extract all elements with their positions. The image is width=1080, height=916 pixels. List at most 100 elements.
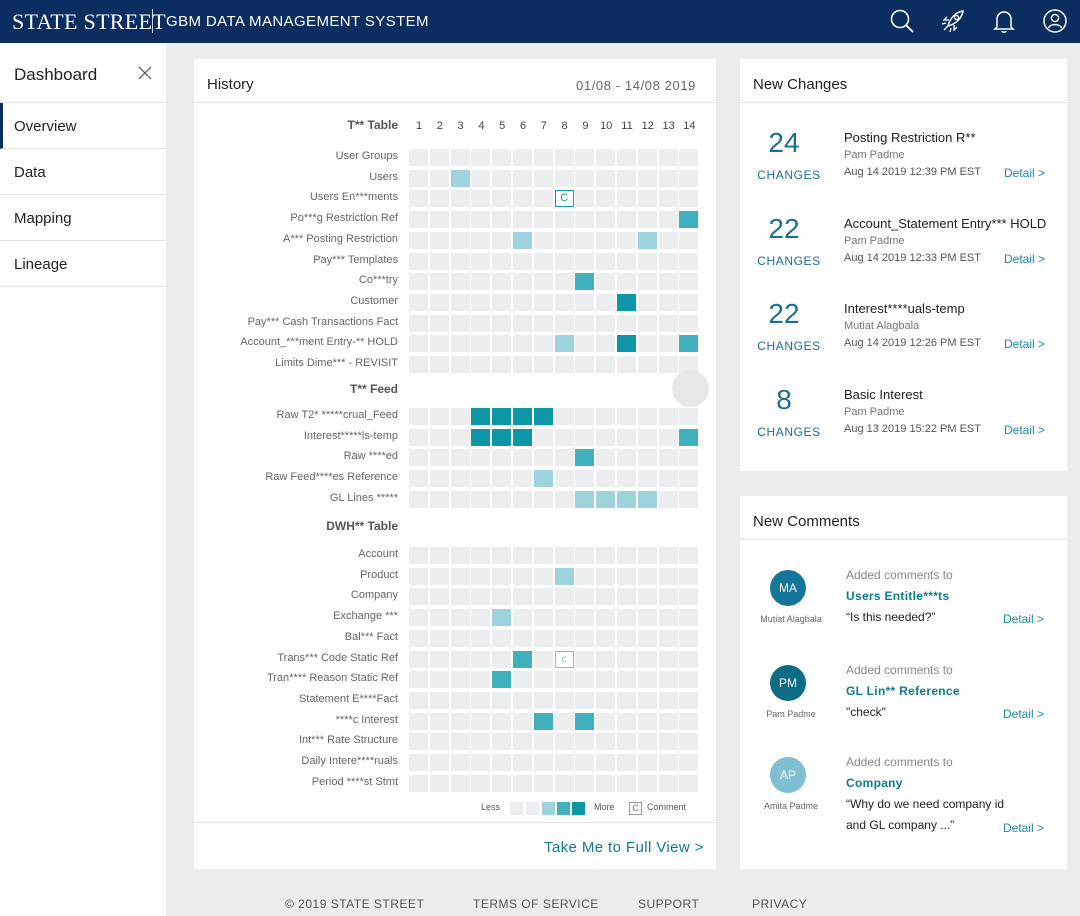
- heatmap-cell[interactable]: [471, 650, 491, 668]
- heatmap-cell[interactable]: [409, 712, 428, 730]
- heatmap-cell[interactable]: [513, 252, 532, 270]
- heatmap-cell[interactable]: [617, 470, 636, 488]
- heatmap-cell[interactable]: [679, 314, 699, 332]
- scroll-handle[interactable]: [672, 370, 709, 407]
- heatmap-cell[interactable]: [679, 609, 699, 627]
- heatmap-cell[interactable]: [450, 273, 470, 291]
- heatmap-cell[interactable]: [554, 547, 574, 564]
- heatmap-cell[interactable]: [533, 712, 553, 730]
- heatmap-cell[interactable]: [617, 449, 636, 467]
- heatmap-cell[interactable]: [471, 273, 491, 291]
- heatmap-cell[interactable]: [617, 356, 636, 373]
- heatmap-cell[interactable]: [617, 169, 636, 187]
- heatmap-cell[interactable]: [575, 733, 595, 751]
- search-icon[interactable]: [889, 8, 915, 34]
- heatmap-cell[interactable]: [492, 428, 512, 446]
- heatmap-cell[interactable]: [575, 567, 595, 585]
- heatmap-cell[interactable]: [409, 470, 428, 488]
- heatmap-cell[interactable]: [429, 470, 449, 488]
- heatmap-cell[interactable]: [429, 671, 449, 689]
- heatmap-cell[interactable]: [471, 293, 491, 311]
- heatmap-cell[interactable]: [492, 650, 512, 668]
- heatmap-cell[interactable]: [513, 190, 532, 208]
- heatmap-cell[interactable]: [617, 252, 636, 270]
- heatmap-cell[interactable]: [658, 252, 678, 270]
- heatmap-cell[interactable]: [617, 190, 636, 208]
- heatmap-cell[interactable]: [533, 567, 553, 585]
- heatmap-cell[interactable]: [513, 629, 532, 647]
- heatmap-cell[interactable]: [429, 588, 449, 606]
- heatmap-cell[interactable]: [409, 449, 428, 467]
- heatmap-cell[interactable]: [429, 754, 449, 771]
- heatmap-cell[interactable]: [554, 449, 574, 467]
- heatmap-cell[interactable]: [554, 149, 574, 166]
- heatmap-cell[interactable]: c: [554, 650, 574, 668]
- heatmap-cell[interactable]: [617, 211, 636, 229]
- heatmap-cell[interactable]: [429, 273, 449, 291]
- heatmap-cell[interactable]: [450, 356, 470, 373]
- heatmap-cell[interactable]: [575, 629, 595, 647]
- heatmap-cell[interactable]: [617, 629, 636, 647]
- heatmap-cell[interactable]: [637, 335, 657, 353]
- heatmap-cell[interactable]: [429, 211, 449, 229]
- heatmap-cell[interactable]: [575, 169, 595, 187]
- heatmap-cell[interactable]: [513, 567, 532, 585]
- heatmap-cell[interactable]: [554, 314, 574, 332]
- heatmap-cell[interactable]: [429, 650, 449, 668]
- heatmap-cell[interactable]: [471, 449, 491, 467]
- heatmap-cell[interactable]: [554, 211, 574, 229]
- heatmap-cell[interactable]: [575, 449, 595, 467]
- heatmap-cell[interactable]: [533, 314, 553, 332]
- heatmap-cell[interactable]: [409, 567, 428, 585]
- heatmap-cell[interactable]: [429, 149, 449, 166]
- heatmap-cell[interactable]: [513, 231, 532, 249]
- heatmap-cell[interactable]: [679, 567, 699, 585]
- heatmap-cell[interactable]: [492, 169, 512, 187]
- heatmap-cell[interactable]: [492, 449, 512, 467]
- change-detail-link[interactable]: Detail >: [1004, 252, 1046, 266]
- heatmap-cell[interactable]: [617, 774, 636, 792]
- heatmap-cell[interactable]: [429, 190, 449, 208]
- heatmap-cell[interactable]: [637, 629, 657, 647]
- heatmap-cell[interactable]: [492, 609, 512, 627]
- heatmap-cell[interactable]: [575, 691, 595, 709]
- sidebar-item-overview[interactable]: Overview: [0, 103, 166, 149]
- heatmap-cell[interactable]: [492, 408, 512, 425]
- heatmap-cell[interactable]: [658, 408, 678, 425]
- heatmap-cell[interactable]: [637, 428, 657, 446]
- heatmap-cell[interactable]: [637, 252, 657, 270]
- heatmap-cell[interactable]: [617, 691, 636, 709]
- heatmap-cell[interactable]: [554, 567, 574, 585]
- heatmap-cell[interactable]: [492, 671, 512, 689]
- comment-detail-link[interactable]: Detail >: [1003, 612, 1045, 626]
- heatmap-cell[interactable]: [471, 314, 491, 332]
- heatmap-cell[interactable]: [492, 691, 512, 709]
- heatmap-cell[interactable]: [575, 428, 595, 446]
- heatmap-cell[interactable]: [513, 169, 532, 187]
- heatmap-cell[interactable]: [637, 211, 657, 229]
- comment-target-link[interactable]: Company: [846, 776, 903, 790]
- heatmap-cell[interactable]: [596, 671, 616, 689]
- heatmap-cell[interactable]: [554, 609, 574, 627]
- heatmap-cell[interactable]: [429, 629, 449, 647]
- heatmap-cell[interactable]: [471, 211, 491, 229]
- heatmap-cell[interactable]: [471, 712, 491, 730]
- heatmap-cell[interactable]: [533, 650, 553, 668]
- heatmap-cell[interactable]: [513, 293, 532, 311]
- heatmap-cell[interactable]: [658, 211, 678, 229]
- heatmap-cell[interactable]: [429, 314, 449, 332]
- heatmap-cell[interactable]: [575, 774, 595, 792]
- heatmap-cell[interactable]: [637, 408, 657, 425]
- heatmap-cell[interactable]: [471, 754, 491, 771]
- avatar[interactable]: AP: [770, 757, 806, 793]
- heatmap-cell[interactable]: [533, 252, 553, 270]
- comment-target-link[interactable]: Users Entitle***ts: [846, 589, 950, 603]
- heatmap-cell[interactable]: [596, 211, 616, 229]
- heatmap-cell[interactable]: [637, 490, 657, 508]
- heatmap-cell[interactable]: [471, 149, 491, 166]
- comment-detail-link[interactable]: Detail >: [1003, 821, 1045, 835]
- heatmap-cell[interactable]: [450, 754, 470, 771]
- heatmap-cell[interactable]: [637, 149, 657, 166]
- heatmap-cell[interactable]: [658, 754, 678, 771]
- heatmap-cell[interactable]: [533, 609, 553, 627]
